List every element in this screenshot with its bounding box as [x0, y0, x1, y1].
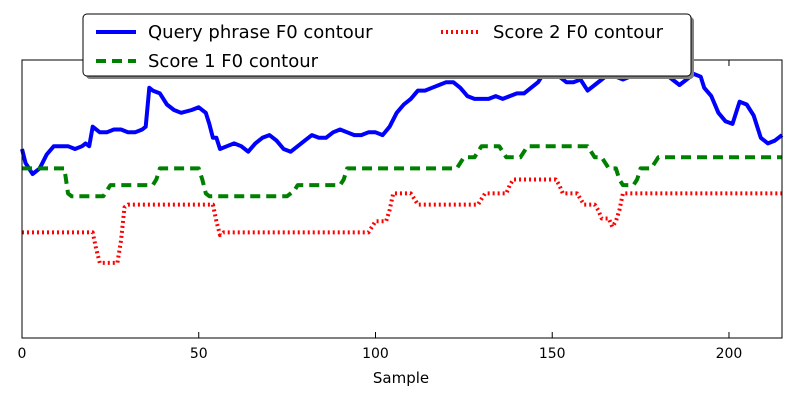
- x-axis-label: Sample: [373, 369, 429, 387]
- x-axis: 0 50 100 150 200: [18, 60, 743, 362]
- x-tick-label-0: 0: [18, 346, 27, 362]
- series-line-score-1-f0-contour: [22, 144, 782, 199]
- x-tick-label-50: 50: [190, 346, 208, 362]
- legend-box: [82, 13, 692, 77]
- x-tick-label-200: 200: [716, 346, 743, 362]
- x-tick-label-100: 100: [362, 346, 389, 362]
- x-tick-label-150: 150: [539, 346, 566, 362]
- series-layer: [20, 66, 784, 265]
- legend-label-score-2-f0-contour: Score 2 F0 contour: [493, 22, 664, 43]
- series-line-score-2-f0-contour: [22, 177, 782, 265]
- legend-label-score-1-f0-contour: Score 1 F0 contour: [148, 51, 319, 72]
- legend: Query phrase F0 contour Score 1 F0 contou…: [82, 13, 694, 79]
- legend-label-query-phrase-f0-contour: Query phrase F0 contour: [148, 22, 373, 43]
- plot-area-frame: [21, 59, 783, 339]
- legend-entries: Query phrase F0 contour Score 1 F0 contou…: [96, 22, 664, 72]
